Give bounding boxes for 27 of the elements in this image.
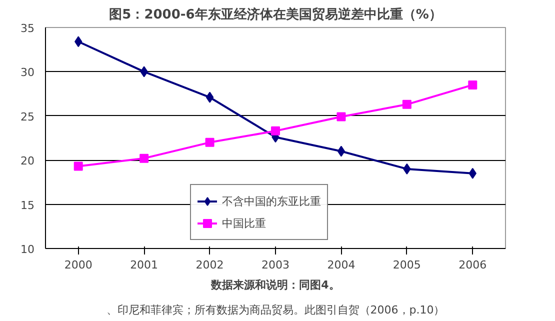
x-tick-label: 2005 [392, 258, 421, 272]
y-tick-label: 25 [20, 110, 35, 124]
point [205, 138, 214, 147]
point [402, 100, 412, 109]
point [468, 80, 478, 90]
x-tick-label: 2006 [458, 258, 487, 272]
point [271, 126, 280, 136]
x-tick-label: 2002 [196, 258, 224, 272]
x-tick-label: 2003 [262, 258, 290, 272]
y-tick-label: 30 [20, 66, 35, 80]
point [337, 146, 346, 157]
x-tick-label: 2000 [64, 258, 92, 272]
point [74, 162, 83, 171]
y-tick-label: 15 [20, 198, 35, 212]
y-tick-label: 10 [20, 243, 35, 256]
x-tick-label: 2001 [130, 258, 158, 272]
point [140, 154, 149, 163]
x-tick-label: 2004 [327, 258, 356, 272]
point [336, 112, 346, 122]
point [206, 92, 214, 103]
y-tick-label: 35 [20, 22, 35, 35]
legend-label: 不含中国的东亚比重 [222, 194, 321, 208]
y-tick-label: 20 [20, 154, 35, 168]
legend-label: 中国比重 [222, 216, 266, 230]
text: 、印尼和菲律宾；所有数据为商品贸易。此图引自贺（2006，p.10） [106, 304, 445, 316]
text: 数据来源和说明：同图4。 [210, 278, 340, 292]
chart-title: 图5：2000-6年东亚经济体在美国贸易逆差中比重（%） [109, 6, 442, 22]
